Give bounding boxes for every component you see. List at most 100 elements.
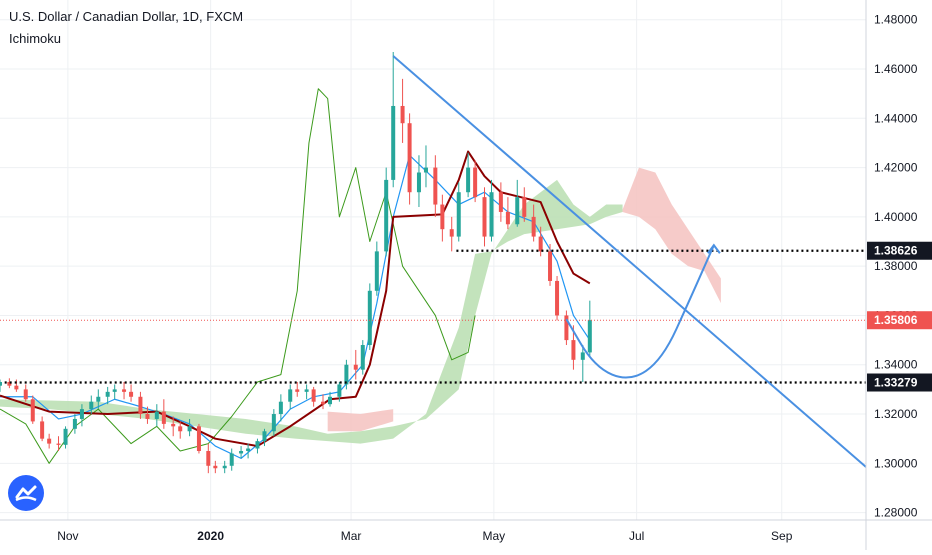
candle-body — [278, 401, 283, 415]
candle-body — [449, 229, 454, 237]
x-tick-label: Mar — [341, 529, 362, 543]
y-tick-label: 1.46000 — [874, 62, 918, 76]
candle-body — [72, 418, 77, 429]
logo-glyph — [15, 485, 37, 502]
candle-body — [384, 179, 389, 252]
candle-body — [555, 280, 560, 316]
candle-body — [187, 426, 192, 432]
projection-curve — [565, 244, 715, 379]
candle-body — [295, 389, 300, 392]
candle-body — [564, 315, 569, 341]
candle-body — [145, 414, 150, 419]
candle-body — [344, 364, 349, 385]
candle-body — [498, 192, 503, 212]
candle-body — [571, 340, 576, 360]
candle-body — [587, 320, 592, 353]
x-tick-label: Nov — [57, 529, 78, 543]
candle-body — [433, 167, 438, 205]
candle-body — [531, 216, 536, 237]
candle-body — [63, 428, 68, 445]
level-price-label-bg — [867, 241, 932, 260]
candle-body — [229, 453, 234, 466]
candle-body — [154, 411, 159, 419]
y-tick-label: 1.34000 — [874, 358, 918, 372]
candle-body — [423, 167, 428, 173]
candle-body — [171, 423, 176, 427]
candle-body — [112, 389, 117, 392]
candle-body — [47, 438, 52, 444]
candle-body — [178, 426, 183, 432]
candle-body — [239, 450, 244, 454]
x-tick-label: 2020 — [197, 529, 224, 543]
candle-body — [105, 391, 110, 397]
candle-body — [206, 450, 211, 466]
candle-body — [440, 204, 445, 230]
y-tick-label: 1.38000 — [874, 259, 918, 273]
ichimoku-cloud-bearish-early — [327, 409, 394, 432]
candle-body — [473, 167, 478, 198]
candle-body — [222, 465, 227, 469]
candle-body — [456, 192, 461, 237]
candle-body — [271, 414, 276, 432]
tradingview-logo-icon[interactable] — [8, 475, 44, 511]
candle-body — [522, 197, 527, 217]
candle-body — [360, 345, 365, 370]
candle-body — [213, 465, 218, 469]
price-axis-bg — [866, 0, 932, 550]
y-tick-label: 1.40000 — [874, 210, 918, 224]
current-price-label: 1.35806 — [874, 313, 918, 327]
candle-body — [40, 421, 45, 439]
ichimoku-cloud-bullish — [0, 179, 623, 444]
candle-body — [161, 411, 166, 424]
y-tick-label: 1.30000 — [874, 456, 918, 470]
indicator-label[interactable]: Ichimoku — [9, 31, 62, 46]
level-price-label: 1.38626 — [874, 244, 918, 258]
x-tick-label: Sep — [771, 529, 793, 543]
candle-body — [367, 290, 372, 346]
candle-body — [129, 391, 134, 397]
candle-body — [138, 396, 143, 415]
candle-body — [311, 389, 316, 402]
candle-body — [23, 389, 28, 400]
level-price-label: 1.33279 — [874, 376, 918, 390]
candle-body — [14, 385, 19, 390]
current-price-label-bg — [867, 311, 932, 330]
candle-body — [79, 409, 84, 419]
projection-arrowhead — [707, 243, 721, 254]
candle-body — [489, 192, 494, 237]
candle-body — [337, 384, 342, 397]
chart-title: U.S. Dollar / Canadian Dollar, 1D, FXCM — [9, 9, 244, 24]
candle-body — [353, 364, 358, 370]
candle-body — [416, 172, 421, 193]
candle-body — [515, 197, 520, 225]
candle-body — [538, 236, 543, 252]
descending-trendline — [392, 55, 867, 468]
candle-body — [580, 352, 585, 360]
y-tick-label: 1.28000 — [874, 506, 918, 520]
ichimoku-cloud-bearish — [622, 167, 721, 304]
candle-body — [262, 431, 267, 442]
candle-body — [482, 197, 487, 237]
candle-body — [7, 381, 12, 386]
tenkan-sen-line — [0, 154, 591, 459]
y-tick-label: 1.44000 — [874, 111, 918, 125]
candle-body — [304, 389, 309, 392]
candle-body — [374, 251, 379, 291]
candle-body — [548, 251, 553, 281]
candle-body — [400, 105, 405, 124]
candle-body — [122, 389, 127, 392]
x-tick-label: May — [483, 529, 506, 543]
x-tick-label: Jul — [629, 529, 644, 543]
candle-body — [30, 399, 35, 422]
y-tick-label: 1.42000 — [874, 161, 918, 175]
candle-body — [196, 426, 201, 451]
candle-body — [391, 105, 396, 180]
candle-body — [0, 381, 2, 386]
candle-body — [288, 389, 293, 402]
candle-body — [407, 123, 412, 193]
y-tick-label: 1.48000 — [874, 13, 918, 27]
candle-body — [255, 441, 260, 449]
y-tick-label: 1.32000 — [874, 407, 918, 421]
